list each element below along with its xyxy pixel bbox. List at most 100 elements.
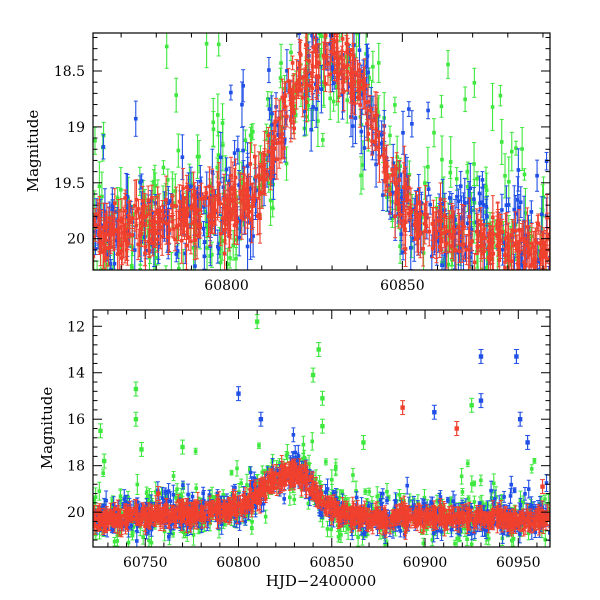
marker [308, 83, 312, 88]
marker [508, 244, 513, 249]
marker [128, 220, 132, 225]
marker [444, 281, 448, 285]
marker [328, 96, 333, 101]
marker [319, 87, 324, 92]
marker [548, 271, 552, 275]
marker [332, 81, 337, 85]
top-green-point [333, 0, 337, 15]
marker [401, 250, 405, 255]
marker [180, 155, 185, 160]
marker [491, 215, 495, 220]
marker [529, 210, 534, 214]
marker [240, 181, 244, 186]
marker [354, 33, 359, 35]
marker [210, 189, 214, 194]
marker [267, 68, 271, 72]
marker [267, 153, 272, 157]
marker [328, 33, 333, 38]
marker [186, 188, 191, 192]
marker [248, 133, 253, 138]
marker [229, 90, 233, 95]
marker [249, 136, 254, 141]
marker [481, 231, 486, 236]
marker [361, 163, 365, 167]
marker [178, 212, 183, 217]
marker [207, 184, 212, 189]
top-blue-point [426, 101, 431, 120]
marker [535, 259, 540, 264]
marker [245, 188, 250, 193]
marker [500, 208, 504, 212]
marker [448, 160, 453, 164]
marker [215, 165, 220, 170]
marker [506, 245, 511, 250]
marker [472, 81, 477, 85]
marker [216, 246, 221, 251]
marker [170, 272, 174, 276]
marker [428, 202, 432, 207]
marker [310, 107, 315, 112]
marker [316, 119, 320, 123]
marker [229, 187, 233, 192]
marker [94, 215, 98, 220]
marker [239, 215, 244, 220]
top-blue-point [447, 191, 452, 205]
marker [136, 242, 140, 247]
marker [269, 114, 274, 118]
marker [122, 231, 126, 235]
marker [322, 84, 326, 88]
top-green-point [446, 50, 451, 79]
marker [284, 161, 289, 166]
marker [362, 146, 367, 150]
marker [442, 291, 446, 295]
marker [339, 20, 343, 24]
marker [268, 176, 273, 180]
marker [446, 62, 450, 67]
marker [468, 243, 472, 247]
top-blue-point [535, 159, 540, 192]
marker [212, 220, 217, 225]
marker [440, 157, 444, 162]
top-blue-point [409, 110, 414, 138]
marker [97, 184, 102, 189]
top-green-point [543, 268, 548, 270]
marker [218, 201, 223, 206]
marker [224, 207, 229, 211]
top-red-point [149, 184, 154, 212]
marker [285, 68, 289, 73]
top-blue-point [309, 107, 314, 152]
marker [393, 103, 397, 107]
marker [477, 191, 482, 196]
marker [313, 82, 318, 87]
marker [470, 239, 474, 243]
marker [344, 55, 349, 59]
top-green-point [538, 268, 543, 284]
marker [228, 178, 232, 183]
marker [134, 223, 139, 228]
marker [248, 186, 253, 191]
top-red-point [472, 252, 477, 270]
marker [216, 244, 220, 249]
marker [497, 219, 502, 224]
marker [305, 43, 309, 48]
marker [231, 243, 236, 248]
marker [330, 65, 335, 70]
top-blue-point [507, 279, 511, 303]
marker [128, 205, 133, 210]
marker [538, 280, 542, 284]
marker [465, 221, 470, 226]
marker [533, 250, 538, 254]
marker [164, 284, 168, 288]
marker [198, 225, 202, 230]
marker [351, 0, 355, 1]
top-red-point [321, 41, 326, 71]
marker [410, 223, 415, 227]
marker [544, 159, 549, 164]
marker [234, 237, 239, 242]
marker [302, 75, 306, 79]
marker [93, 247, 98, 251]
marker [540, 208, 545, 213]
marker [455, 194, 459, 199]
marker [205, 224, 210, 229]
